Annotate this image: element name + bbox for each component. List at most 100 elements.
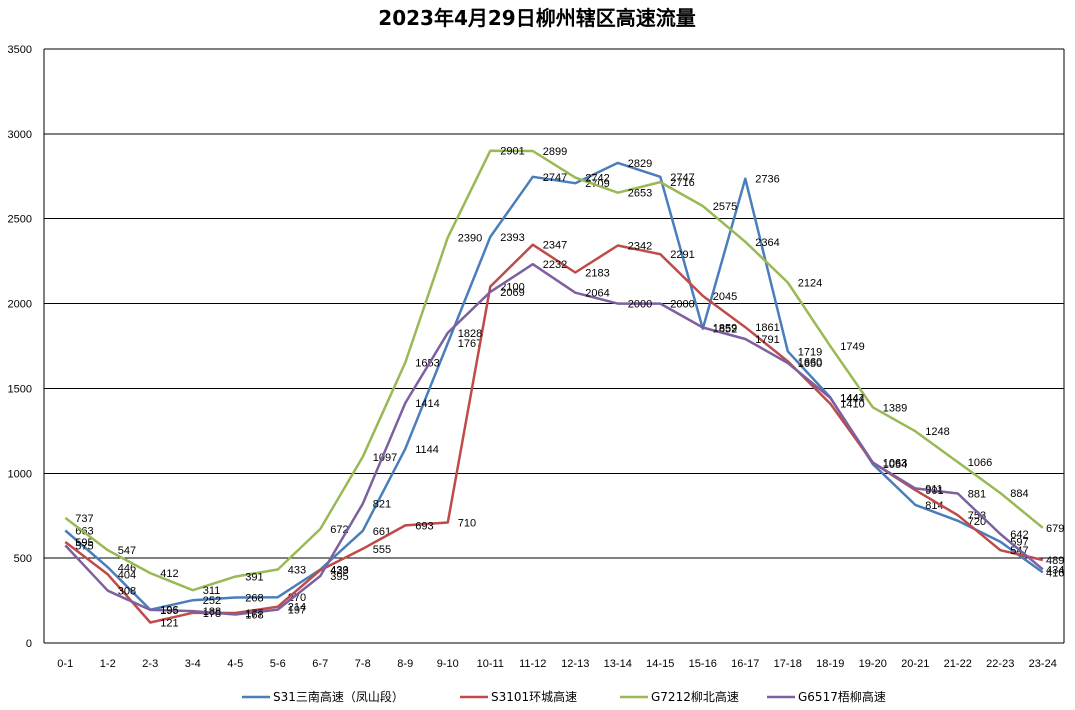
- data-label: 821: [373, 499, 391, 511]
- x-tick-label: 2-3: [142, 658, 158, 670]
- data-label: 433: [288, 565, 306, 577]
- x-tick-label: 17-18: [774, 658, 802, 670]
- x-tick-label: 16-17: [731, 658, 759, 670]
- data-label: 1414: [415, 398, 439, 410]
- series-line: [64, 161, 1044, 611]
- y-tick-label: 1000: [8, 468, 32, 480]
- data-label: 311: [203, 585, 221, 597]
- data-label: 429: [330, 565, 348, 577]
- data-label: 1066: [968, 457, 992, 469]
- data-label: 2000: [670, 299, 694, 311]
- y-tick-label: 500: [14, 553, 32, 565]
- data-label: 2742: [585, 173, 609, 185]
- x-tick-label: 9-10: [437, 658, 459, 670]
- data-label: 1410: [840, 399, 864, 411]
- data-label: 1719: [798, 346, 822, 358]
- data-label: 2716: [670, 177, 694, 189]
- x-tick-label: 3-4: [185, 658, 201, 670]
- data-label: 642: [1010, 529, 1028, 541]
- data-label: 395: [330, 571, 348, 583]
- data-label: 2347: [543, 240, 567, 252]
- data-label: 2124: [798, 278, 822, 290]
- data-label: 308: [118, 586, 136, 598]
- data-label: 710: [458, 518, 476, 530]
- data-label: 547: [118, 545, 136, 557]
- y-tick-label: 0: [26, 638, 32, 650]
- x-tick-label: 8-9: [397, 658, 413, 670]
- series-line: [64, 149, 1044, 592]
- data-label: 1749: [840, 341, 864, 353]
- data-label: 2899: [543, 146, 567, 158]
- data-label: 188: [203, 606, 221, 618]
- data-label: 2291: [670, 249, 694, 261]
- data-label: 2747: [543, 172, 567, 184]
- data-label: 555: [373, 544, 391, 556]
- chart-title: 2023年4月29日柳州辖区高速流量: [378, 6, 695, 30]
- data-label: 2045: [713, 291, 737, 303]
- legend-label: G6517梧柳高速: [798, 689, 886, 704]
- data-label: 881: [968, 488, 986, 500]
- data-label: 252: [203, 595, 221, 607]
- x-tick-label: 5-6: [270, 658, 286, 670]
- data-label: 2364: [755, 237, 779, 249]
- data-label: 2829: [628, 158, 652, 170]
- data-label: 911: [925, 483, 943, 495]
- data-label: 2183: [585, 268, 609, 280]
- data-label: 753: [968, 510, 986, 522]
- x-tick-label: 21-22: [944, 658, 972, 670]
- y-tick-label: 2000: [8, 299, 32, 311]
- x-tick-label: 22-23: [986, 658, 1014, 670]
- x-tick-label: 14-15: [646, 658, 674, 670]
- data-label: 195: [160, 605, 178, 617]
- data-label: 197: [288, 605, 306, 617]
- data-label: 2747: [670, 172, 694, 184]
- x-tick-label: 12-13: [561, 658, 589, 670]
- data-label: 595: [75, 537, 93, 549]
- data-label: 2232: [543, 259, 567, 271]
- plot-area: 0 500 1000 1500 2000 2500 3000 3500 0-1 1-2 2-3 3-4…: [8, 44, 1065, 670]
- data-label: 1063: [883, 458, 907, 470]
- x-tick-label: 6-7: [312, 658, 328, 670]
- data-label: 575: [75, 540, 93, 552]
- data-label: 1828: [458, 328, 482, 340]
- y-tick-label: 3500: [8, 44, 32, 56]
- data-label: 1660: [798, 356, 822, 368]
- data-label: 1859: [713, 323, 737, 335]
- legend-label: G7212柳北高速: [651, 689, 739, 704]
- x-tick-label: 1-2: [100, 658, 116, 670]
- data-label: 1447: [840, 392, 864, 404]
- y-tick-label: 2500: [8, 214, 32, 226]
- legend-label: S3101环城高速: [491, 689, 577, 704]
- data-label: 2736: [755, 174, 779, 186]
- data-label: 1653: [415, 357, 439, 369]
- data-label: 168: [245, 609, 263, 621]
- data-label: 1063: [883, 458, 907, 470]
- data-label: 2653: [628, 188, 652, 200]
- legend: S31三南高速（凤山段） S3101环城高速 G7212柳北高速 G6517梧柳高速: [242, 689, 886, 704]
- data-label: 1054: [883, 459, 907, 471]
- data-label: 214: [288, 602, 306, 614]
- x-tick-label: 0-1: [57, 658, 73, 670]
- data-label: 2575: [713, 201, 737, 213]
- legend-label: S31三南高速（凤山段）: [273, 689, 404, 704]
- data-label: 433: [330, 565, 348, 577]
- x-tick-label: 18-19: [816, 658, 844, 670]
- data-label: 2342: [628, 241, 652, 253]
- x-tick-label: 11-12: [519, 658, 546, 670]
- x-tick-label: 23-24: [1029, 658, 1057, 670]
- data-label: 1389: [883, 402, 907, 414]
- data-label: 391: [245, 572, 263, 584]
- y-tick-label: 1500: [8, 383, 32, 395]
- data-label: 1650: [798, 358, 822, 370]
- data-label: 2390: [458, 232, 482, 244]
- data-label: 679: [1046, 523, 1064, 535]
- data-label: 884: [1010, 488, 1028, 500]
- x-tick-label: 4-5: [227, 658, 243, 670]
- data-label: 672: [330, 524, 348, 536]
- data-label: 446: [118, 562, 136, 574]
- x-tick-label: 13-14: [604, 658, 632, 670]
- data-label: 416: [1046, 567, 1064, 579]
- data-label: 489: [1046, 555, 1064, 567]
